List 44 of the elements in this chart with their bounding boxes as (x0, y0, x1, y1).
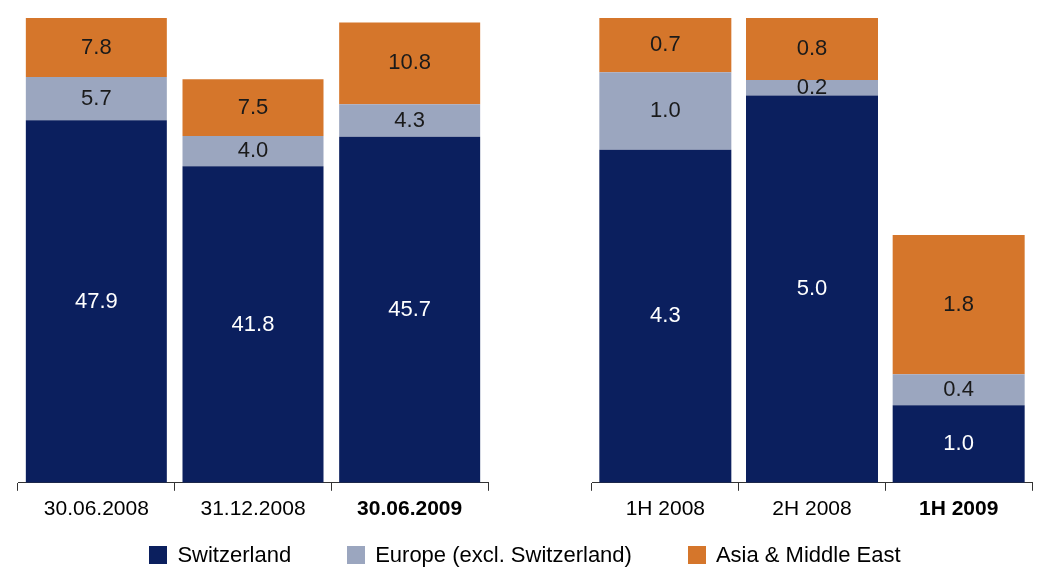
data-label: 47.9 (74, 287, 118, 313)
bar (892, 374, 1025, 406)
bar (182, 166, 324, 483)
bar (599, 149, 732, 483)
data-label: 1.0 (650, 97, 681, 123)
bar (599, 18, 732, 73)
data-label: 45.7 (388, 295, 432, 321)
x-tick-label: 30.06.2009 (357, 496, 463, 520)
data-label: 0.2 (796, 73, 828, 99)
bar (25, 120, 167, 483)
data-label: 0.7 (650, 31, 681, 57)
data-label: 5.7 (81, 84, 112, 110)
bar (182, 136, 324, 167)
x-tick-label: 1H 2009 (918, 496, 999, 520)
bar (25, 18, 167, 78)
bar (25, 77, 167, 121)
bar (746, 18, 878, 80)
x-tick-label: 1H 2008 (625, 496, 706, 520)
bar (339, 22, 481, 105)
bar (892, 405, 1025, 483)
x-tick-label: 2H 2008 (772, 496, 852, 520)
x-tick-label: 31.12.2008 (200, 496, 306, 520)
bar (182, 79, 324, 137)
data-label: 0.8 (796, 35, 828, 61)
data-label: 10.8 (388, 49, 432, 75)
legend-label: Europe (excl. Switzerland) (375, 542, 632, 568)
bar (892, 234, 1025, 375)
data-label: 5.0 (796, 275, 828, 301)
bar (599, 72, 732, 150)
data-label: 7.5 (237, 93, 269, 119)
data-label: 1.0 (943, 430, 974, 456)
data-label: 41.8 (231, 310, 275, 336)
bar (339, 104, 481, 137)
bar (746, 95, 878, 483)
bar (339, 136, 481, 483)
data-label: 4.3 (650, 302, 681, 328)
data-label: 4.3 (394, 106, 425, 132)
legend-label: Asia & Middle East (715, 542, 901, 568)
data-label: 1.8 (943, 290, 974, 316)
data-label: 7.8 (81, 33, 112, 59)
legend-label: Switzerland (177, 542, 292, 568)
x-tick-label: 30.06.2008 (43, 496, 149, 520)
data-label: 4.0 (237, 137, 269, 163)
data-label: 0.4 (943, 375, 974, 401)
